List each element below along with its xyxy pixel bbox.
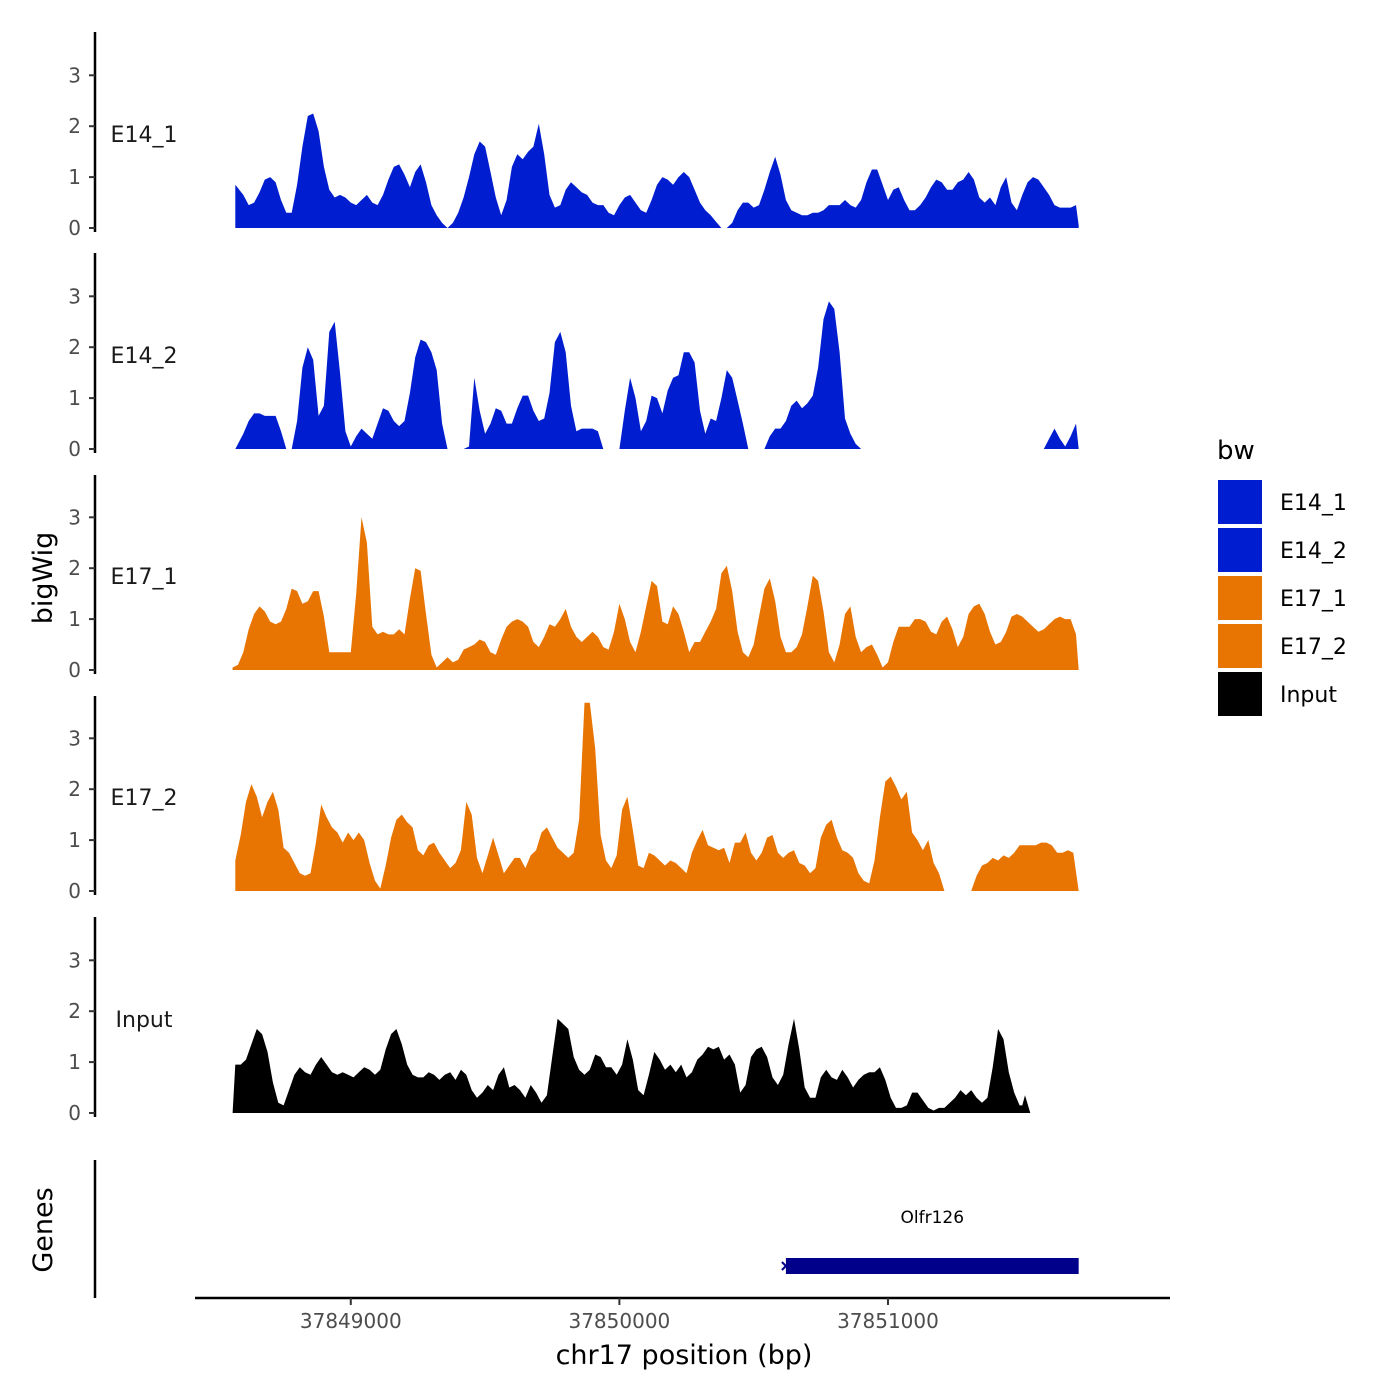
y-tick-label: 3 [68,63,81,87]
y-tick-label: 1 [68,828,81,852]
track-label: Input [116,1008,173,1033]
gene-strand-mark [781,1261,791,1271]
legend-label: Input [1280,683,1337,708]
legend-label: E17_1 [1280,587,1347,612]
genes-axis-title: Genes [28,1187,59,1272]
legend-label: E14_2 [1280,539,1347,564]
track-area-E14_2 [235,301,1079,449]
track-Input: 0 1 2 3 Input [68,917,1031,1125]
y-tick-label: 1 [68,1050,81,1074]
y-tick-label: 2 [68,777,81,801]
x-tick-label: 37849000 [300,1309,402,1333]
y-tick-label: 3 [68,726,81,750]
legend-swatch-E17_2 [1218,624,1262,668]
track-E14_1: 0 1 2 3 E14_1 [68,32,1079,240]
legend-label: E14_1 [1280,491,1347,516]
track-E17_2: 0 1 2 3 E17_2 [68,696,1079,903]
y-tick-label: 0 [68,658,81,682]
gene-body [785,1258,1079,1274]
x-tick-label: 37850000 [568,1309,670,1333]
y-tick-label: 2 [68,999,81,1023]
y-axis-title: bigWig [28,532,59,625]
y-tick-label: 1 [68,386,81,410]
y-tick-label: 1 [68,165,81,189]
track-area-Input [232,1018,1031,1113]
y-tick-label: 0 [68,1101,81,1125]
y-tick-label: 3 [68,284,81,308]
legend-title: bw [1217,436,1255,466]
legend-swatch-E14_2 [1218,528,1262,572]
legend-swatch-E14_1 [1218,480,1262,524]
y-tick-label: 0 [68,879,81,903]
y-tick-label: 2 [68,335,81,359]
track-E14_2: 0 1 2 3 E14_2 [68,253,1079,461]
legend-label: E17_2 [1280,635,1347,660]
gene-label: Olfr126 [901,1208,965,1228]
track-label: E14_1 [111,123,178,148]
track-area-E17_1 [232,517,1079,670]
x-tick-label: 37851000 [837,1309,939,1333]
track-label: E17_2 [111,786,178,811]
legend-swatch-Input [1218,672,1262,716]
track-area-E14_1 [235,113,1079,228]
track-E17_1: 0 1 2 3 E17_1 [68,475,1079,682]
y-tick-label: 1 [68,607,81,631]
y-tick-label: 3 [68,948,81,972]
x-axis-title: chr17 position (bp) [556,1340,813,1371]
y-tick-label: 3 [68,505,81,529]
track-label: E14_2 [111,344,178,369]
x-axis: 37849000 37850000 37851000 [195,1296,1170,1333]
legend-swatch-E17_1 [1218,576,1262,620]
y-tick-label: 0 [68,437,81,461]
genes-track: Olfr126 [93,1160,1079,1298]
legend: bw E14_1 E14_2 E17_1 E17_2 Input [1217,436,1347,716]
y-tick-label: 2 [68,114,81,138]
track-area-E17_2 [235,702,1079,891]
tracks: 0 1 2 3 E14_1 0 1 2 3 E14_2 0 1 2 3 E17_1 0 1 2 3 E17_2 0 1 2 3… [68,32,1079,1125]
y-tick-label: 2 [68,556,81,580]
track-label: E17_1 [111,565,178,590]
y-tick-label: 0 [68,216,81,240]
